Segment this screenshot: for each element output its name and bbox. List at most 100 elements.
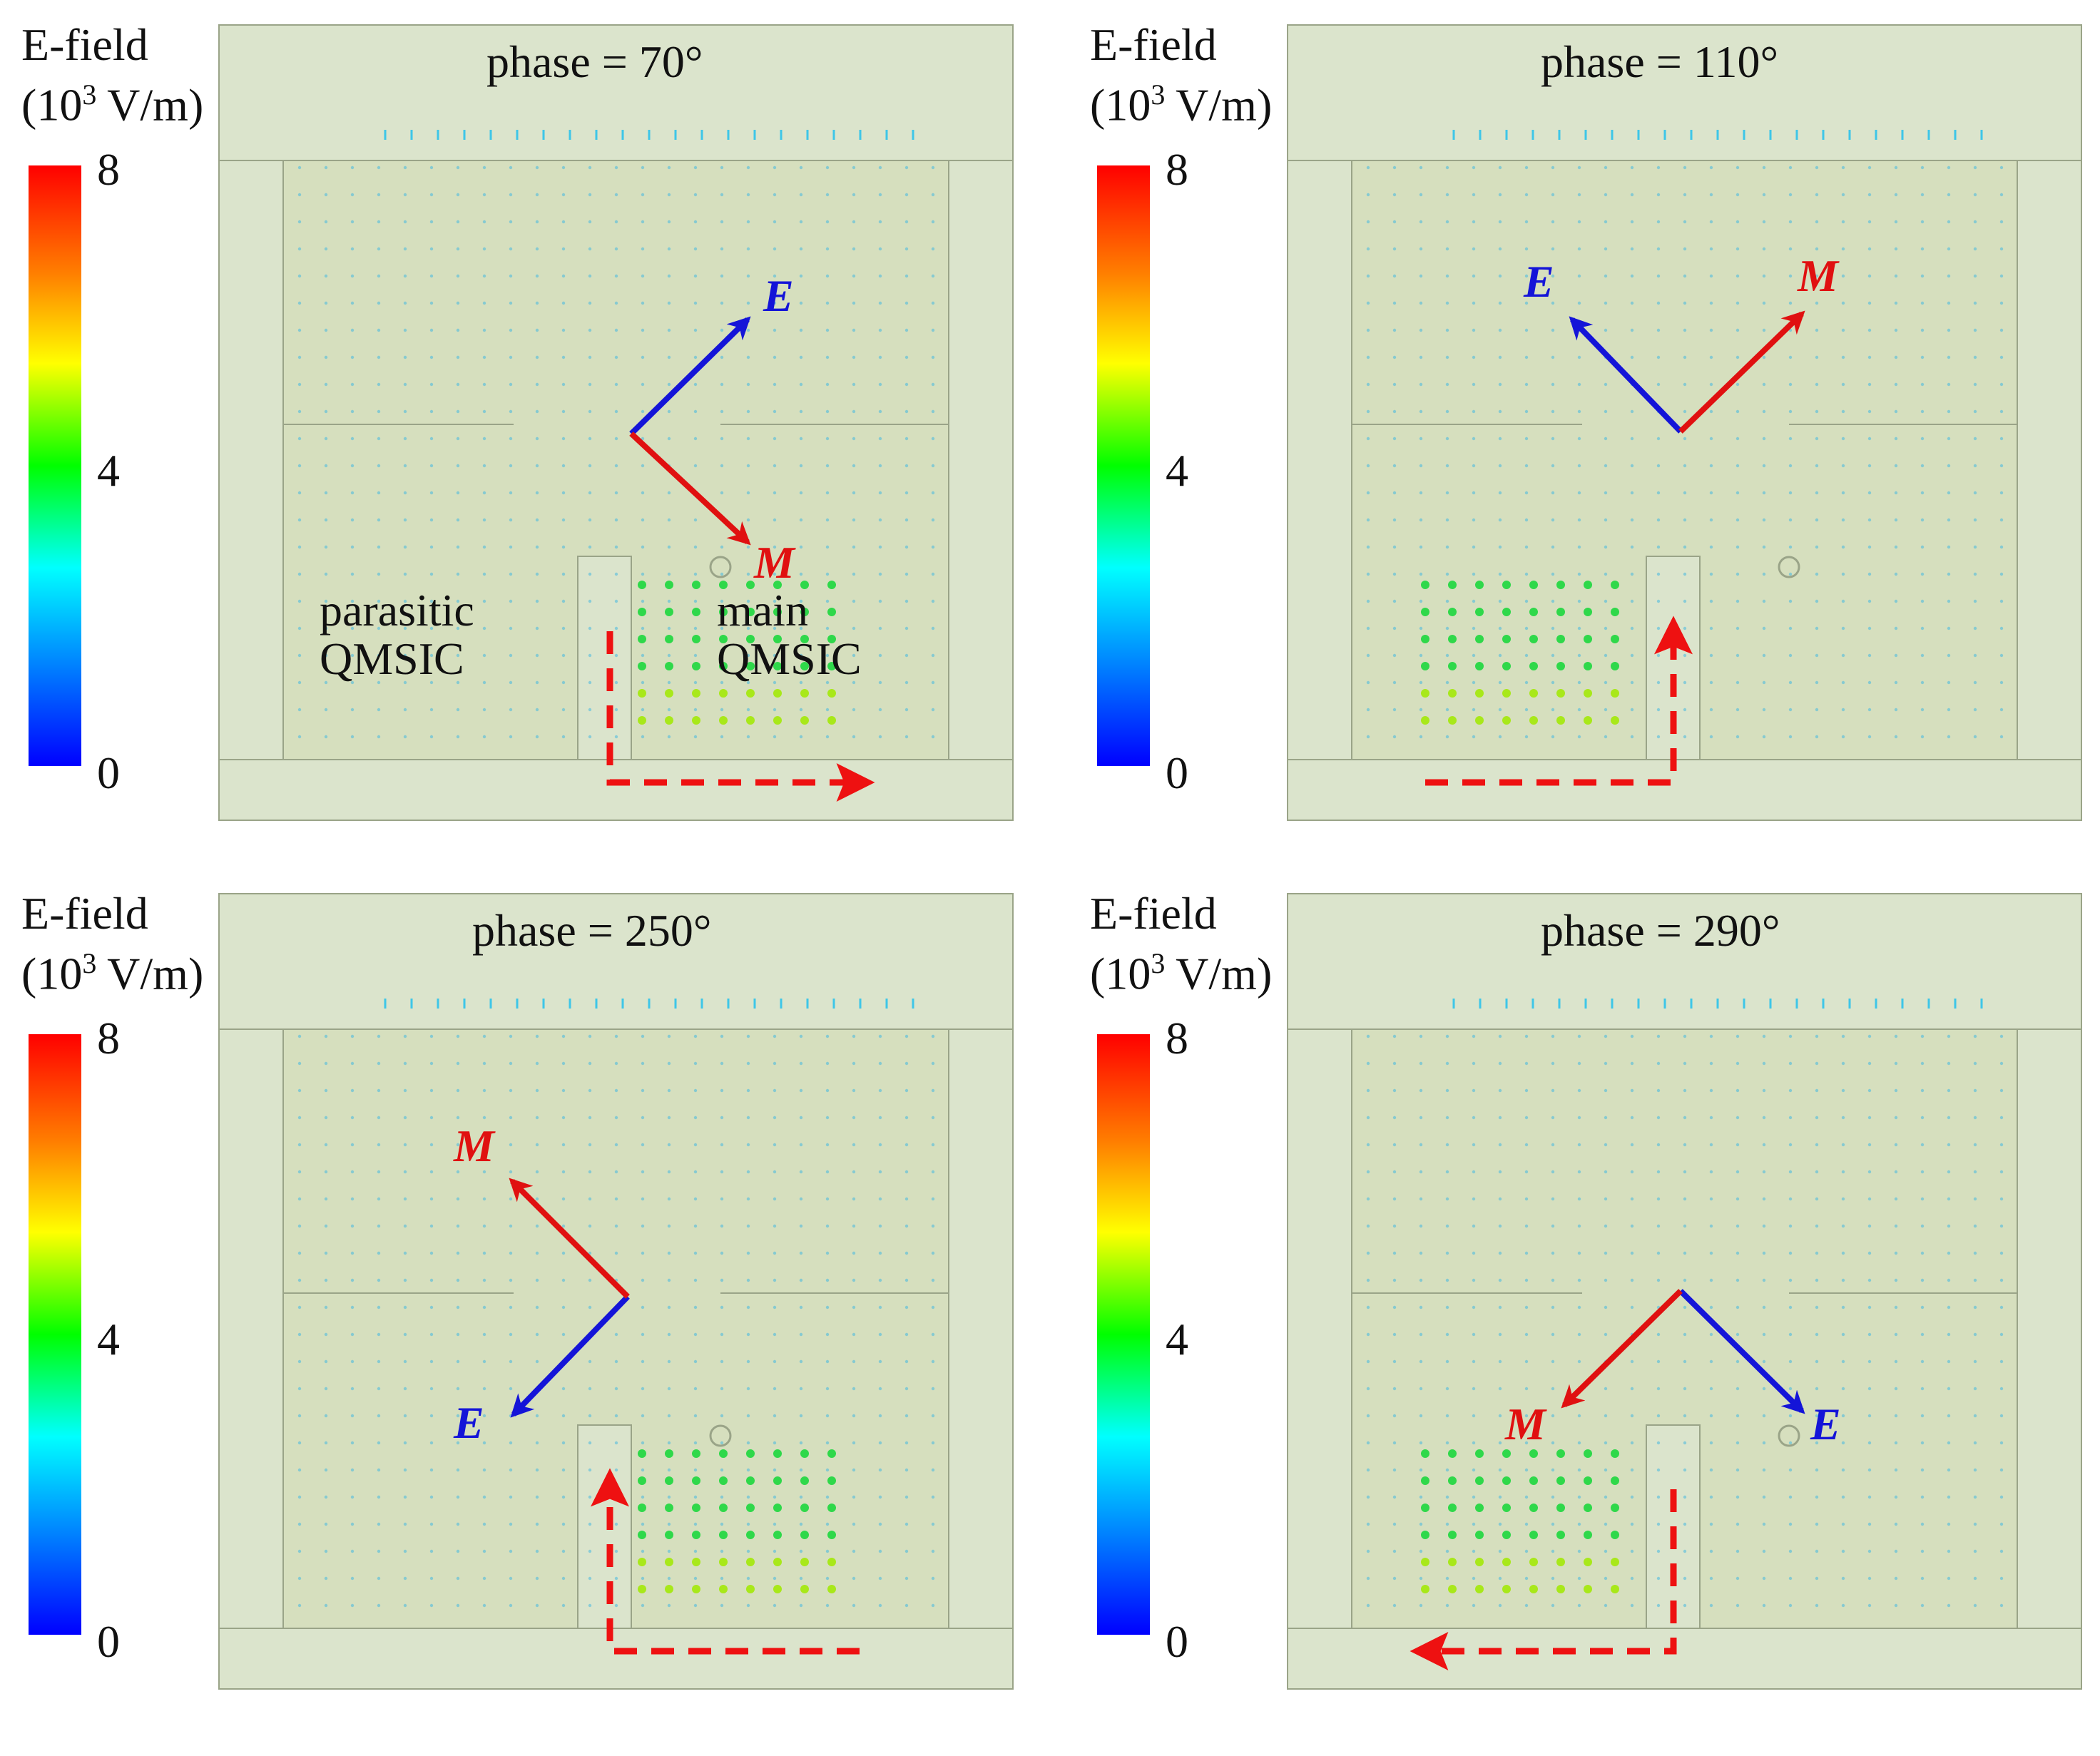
field-vector [1999, 1034, 2004, 1038]
field-vector [1604, 301, 1608, 305]
field-vector [1524, 1414, 1529, 1418]
field-vector [746, 716, 755, 725]
field-vector [297, 518, 302, 522]
field-vector [1611, 581, 1619, 589]
field-vector [1498, 1061, 1502, 1066]
field-vector [429, 1414, 434, 1418]
field-vector [1366, 301, 1370, 305]
field-vector [1445, 1414, 1449, 1418]
field-vector [1630, 409, 1634, 414]
field-vector [1973, 1143, 1977, 1147]
field-vector [665, 1504, 673, 1512]
field-vector [1709, 193, 1713, 197]
field-vector [429, 680, 434, 685]
field-vector [1604, 1088, 1608, 1093]
field-vector [1445, 1305, 1449, 1310]
field-vector [456, 518, 460, 522]
field-vector [746, 1278, 750, 1282]
field-vector [931, 1414, 935, 1418]
field-vector [429, 735, 434, 739]
field-vector [852, 1251, 856, 1255]
field-vector [1894, 328, 1898, 332]
field-vector [773, 1197, 777, 1201]
field-vector [429, 301, 434, 305]
field-vector [693, 1549, 698, 1553]
field-vector [535, 1143, 539, 1147]
field-vector [825, 1143, 830, 1147]
field-vector [1973, 247, 1977, 251]
field-vector [614, 1170, 618, 1174]
field-vector [1392, 1495, 1397, 1499]
field-vector [1973, 491, 1977, 495]
field-vector [904, 1332, 909, 1337]
field-vector [482, 653, 486, 658]
field-vector [852, 220, 856, 224]
field-vector [1551, 1332, 1555, 1337]
field-vector [350, 1332, 355, 1337]
field-vector [1920, 409, 1925, 414]
field-vector [904, 491, 909, 495]
field-vector [1448, 581, 1457, 589]
field-vector [746, 1061, 750, 1066]
field-vector [1894, 1576, 1898, 1581]
field-vector [773, 1088, 777, 1093]
field-vector [827, 1558, 836, 1566]
field-vector [350, 1278, 355, 1282]
field-vector [1656, 518, 1661, 522]
feed-probe [709, 1424, 732, 1447]
field-vector [1788, 626, 1793, 631]
field-vector [1472, 1468, 1476, 1472]
field-vector [1762, 437, 1766, 441]
field-vector [1419, 1495, 1423, 1499]
field-vector [1419, 1170, 1423, 1174]
field-vector [1524, 626, 1529, 631]
field-vector [719, 1476, 728, 1485]
field-vector [561, 1224, 566, 1228]
field-vector [1366, 1034, 1370, 1038]
field-vector [825, 1088, 830, 1093]
field-vector [878, 1061, 882, 1066]
field-vector [1445, 1224, 1449, 1228]
field-vector [1630, 1549, 1634, 1553]
field-vector [350, 1224, 355, 1228]
field-vector [1524, 274, 1529, 278]
field-vector [1735, 1088, 1740, 1093]
field-vector [1392, 1116, 1397, 1120]
field-vector [852, 735, 856, 739]
field-vector [931, 491, 935, 495]
field-vector [1841, 1170, 1845, 1174]
field-vector [1421, 1476, 1429, 1485]
field-vector [1392, 653, 1397, 658]
field-vector [482, 1251, 486, 1255]
field-vector [561, 1088, 566, 1093]
field-vector [588, 1468, 592, 1472]
field-vector [588, 599, 592, 603]
field-vector [1788, 599, 1793, 603]
field-vector [1419, 1603, 1423, 1608]
field-vector [1421, 1449, 1429, 1458]
field-vector [904, 437, 909, 441]
field-vector [588, 1305, 592, 1310]
field-vector [1709, 572, 1713, 576]
field-vector [827, 581, 836, 589]
field-vector [1709, 1251, 1713, 1255]
field-vector [638, 662, 646, 670]
field-vector [1445, 1576, 1449, 1581]
field-vector [1973, 626, 1977, 631]
field-vector [1815, 599, 1819, 603]
field-vector [1419, 1522, 1423, 1526]
field-vector [1815, 1549, 1819, 1553]
field-vector [746, 328, 750, 332]
field-vector [1920, 464, 1925, 468]
field-vector [1815, 545, 1819, 549]
field-vector [1788, 1143, 1793, 1147]
field-vector [403, 1278, 407, 1282]
field-vector [456, 1143, 460, 1147]
field-vector [1841, 1332, 1845, 1337]
field-vector [482, 247, 486, 251]
field-vector [904, 1603, 909, 1608]
field-vector [1788, 735, 1793, 739]
field-vector [1392, 437, 1397, 441]
field-vector [482, 382, 486, 387]
field-vector [1947, 491, 1951, 495]
